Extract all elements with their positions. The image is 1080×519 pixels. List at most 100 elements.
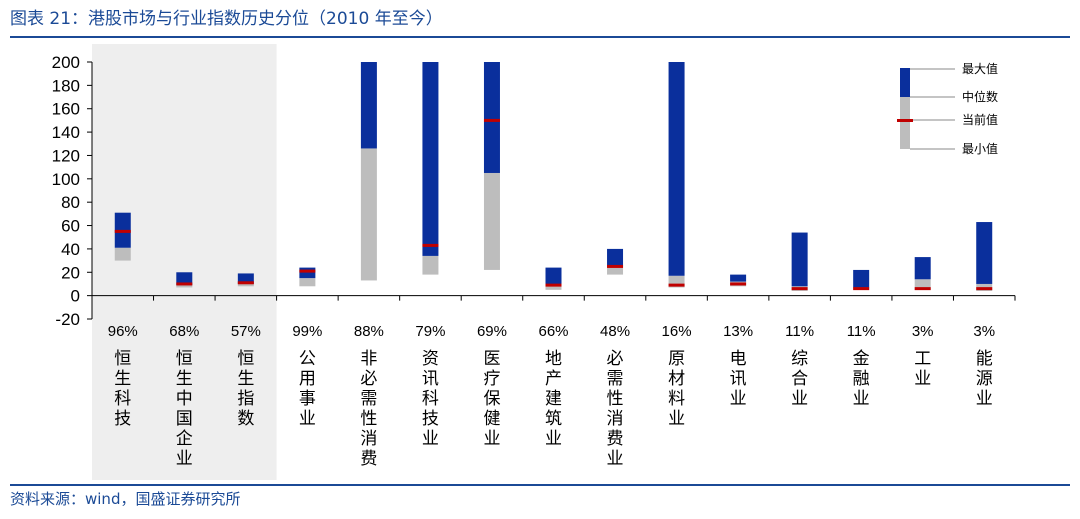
bar-median-to-max [976, 222, 993, 284]
category-label-char: 业 [976, 389, 993, 409]
category-label-char: 地 [545, 349, 562, 369]
y-tick-label: 60 [61, 217, 80, 236]
category-label-char: 建 [545, 389, 562, 409]
bar-median-to-max [730, 274, 747, 282]
y-tick-label: -20 [55, 310, 80, 329]
bar-min-to-median [299, 278, 316, 287]
category-label-char: 业 [299, 409, 316, 429]
category-label-char: 健 [483, 409, 500, 429]
legend: 最大值 中位数 当前值 最小值 [897, 61, 998, 156]
bar-min-to-median [668, 275, 685, 288]
percentile-label: 3% [973, 323, 995, 340]
category-label-char: 资 [422, 349, 439, 369]
current-value-marker [730, 282, 747, 286]
current-value-marker [791, 287, 808, 291]
bar-min-to-median [176, 285, 193, 288]
legend-label-max: 最大值 [962, 61, 998, 76]
category-label-char: 必 [607, 349, 624, 369]
y-tick-label: 140 [52, 123, 80, 142]
bar-median-to-max [176, 272, 193, 286]
y-tick-label: 80 [61, 193, 80, 212]
bar-median-to-max [237, 273, 254, 284]
category-label-char: 业 [422, 429, 439, 449]
category-label-char: 生 [237, 369, 254, 389]
category-label-char: 技 [114, 409, 131, 429]
category-label-char: 消 [607, 409, 624, 429]
category-label-char: 国 [176, 409, 193, 429]
y-tick-label: 40 [61, 240, 80, 259]
source-note: 资料来源：wind，国盛证券研究所 [10, 490, 241, 508]
axis-layer: -20 0 20 40 60 80 100 120 140 160 180 200 [52, 53, 1016, 329]
category-label-char: 恒 [114, 349, 131, 369]
chart-title: 图表 21：港股市场与行业指数历史分位（2010 年至今） [10, 9, 443, 29]
category-label-char: 综 [791, 349, 808, 369]
percentile-label: 79% [415, 323, 445, 340]
category-label-char: 性 [360, 409, 377, 429]
current-value-marker [299, 269, 316, 273]
current-value-marker [237, 281, 254, 285]
top-divider [10, 36, 1070, 38]
percentile-label: 16% [662, 323, 692, 340]
category-label-char: 讯 [422, 369, 439, 389]
y-tick-label: 20 [61, 263, 80, 282]
category-label-char: 生 [176, 369, 193, 389]
category-label-char: 用 [299, 369, 316, 389]
current-value-marker [422, 243, 439, 247]
bar-median-to-max [483, 62, 500, 173]
current-value-marker [976, 287, 993, 291]
category-label-char: 非 [360, 349, 377, 369]
current-value-marker [176, 282, 193, 286]
y-tick-label: 0 [71, 287, 80, 306]
percentile-label: 99% [292, 323, 322, 340]
category-label-char: 疗 [483, 369, 500, 389]
category-label-char: 企 [176, 429, 193, 449]
legend-current-swatch [897, 119, 913, 122]
percentile-label: 66% [538, 323, 568, 340]
category-label-char: 业 [791, 389, 808, 409]
category-label-char: 业 [607, 449, 624, 469]
bar-median-to-max [853, 269, 870, 288]
current-value-marker [114, 229, 131, 233]
category-label-char: 公 [299, 349, 316, 369]
bar-median-to-max [299, 267, 316, 279]
category-label-char: 产 [545, 369, 562, 389]
percentile-label: 88% [354, 323, 384, 340]
current-value-marker [483, 118, 500, 122]
category-label-char: 合 [791, 369, 808, 389]
percentile-label: 48% [600, 323, 630, 340]
bar-median-to-max [360, 62, 377, 149]
percentile-label: 3% [912, 323, 934, 340]
category-label-char: 消 [360, 429, 377, 449]
category-label-char: 业 [914, 369, 931, 389]
category-label-char: 材 [668, 369, 685, 389]
category-label-char: 恒 [176, 349, 193, 369]
legend-label-median: 中位数 [962, 89, 998, 104]
current-value-marker [668, 283, 685, 287]
bar-min-to-median [483, 172, 500, 270]
bar-min-to-median [114, 247, 131, 261]
shaded-index-region [92, 44, 277, 480]
bar-min-to-median [360, 148, 377, 281]
category-label-char: 需 [360, 389, 377, 409]
category-label-char: 生 [114, 369, 131, 389]
bar-median-to-max [545, 267, 562, 286]
category-label-char: 科 [422, 389, 439, 409]
shaded-region-layer [92, 44, 277, 480]
category-label-char: 融 [853, 369, 870, 389]
category-label-char: 能 [976, 349, 993, 369]
bars-layer [114, 62, 993, 291]
y-tick-label: 120 [52, 146, 80, 165]
category-label-char: 数 [237, 409, 254, 429]
bar-min-to-median [237, 283, 254, 287]
category-label-char: 医 [483, 349, 500, 369]
bar-min-to-median [914, 279, 931, 290]
y-tick-label: 180 [52, 76, 80, 95]
bar-median-to-max [422, 62, 439, 256]
category-label-char: 电 [730, 349, 747, 369]
category-label-char: 事 [299, 389, 316, 409]
category-label-char: 源 [976, 369, 993, 389]
legend-max-swatch [900, 68, 910, 97]
legend-median-swatch [900, 97, 910, 149]
category-label-char: 讯 [730, 369, 747, 389]
category-label-char: 费 [607, 429, 624, 449]
